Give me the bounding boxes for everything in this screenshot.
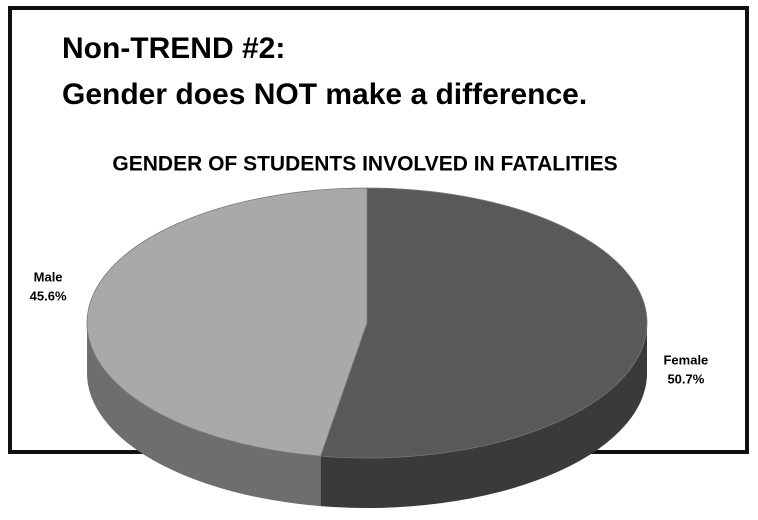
slice-value: 45.6% <box>30 289 67 304</box>
heading-line: Non-TREND #2: <box>62 32 285 65</box>
pie-slice-side <box>87 323 321 507</box>
pie-slice <box>86 187 368 457</box>
slice-label: Female <box>663 352 708 367</box>
heading-line: Gender does NOT make a difference. <box>62 78 587 111</box>
pie-slice <box>320 187 648 459</box>
slice-label: Male <box>34 270 63 285</box>
pie-slice-side <box>320 323 647 508</box>
chart-title: GENDER OF STUDENTS INVOLVED IN FATALITIE… <box>112 153 617 176</box>
side-shade <box>320 323 647 508</box>
slice-value: 50.7% <box>667 371 704 386</box>
side-shade <box>87 323 321 507</box>
